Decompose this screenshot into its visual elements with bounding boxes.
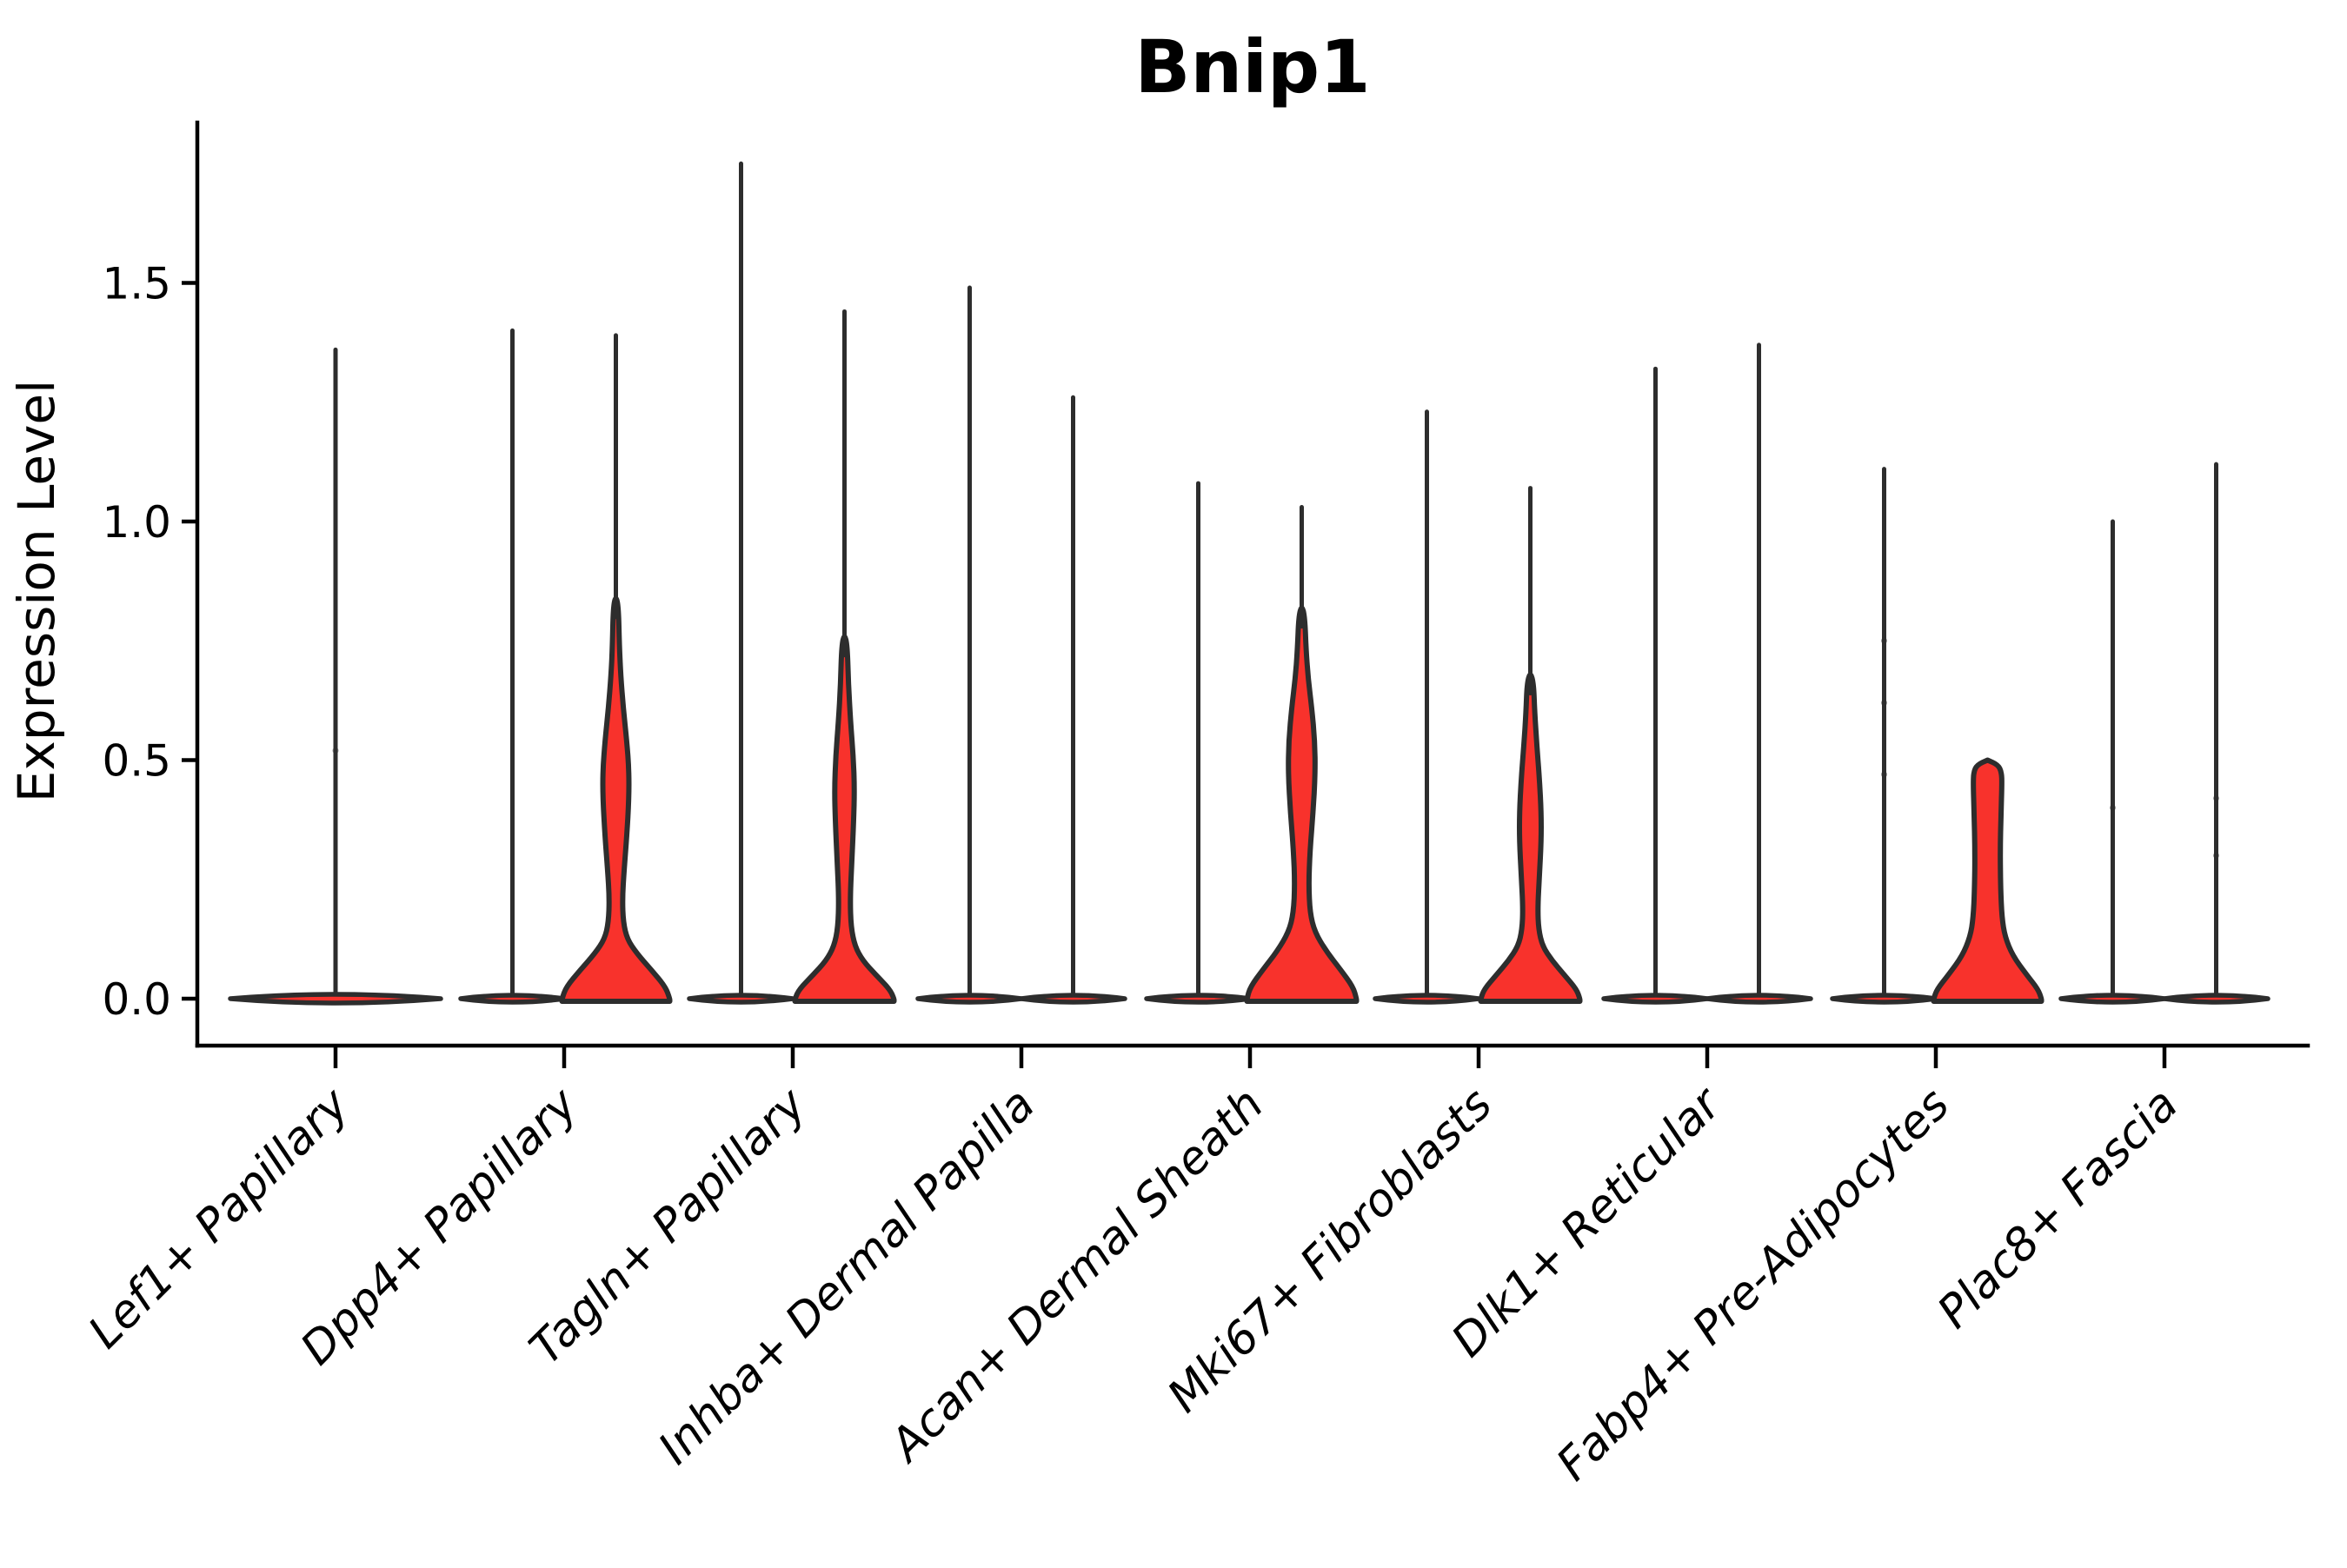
violin-body	[228, 992, 443, 1006]
violin	[1830, 467, 1938, 1005]
violin-body	[1019, 993, 1127, 1005]
violin	[915, 285, 1024, 1005]
axes-spines	[195, 120, 2310, 1048]
violin	[2162, 462, 2271, 1005]
violin	[1144, 481, 1253, 1005]
violins-group	[228, 161, 2271, 1006]
expression-point	[1881, 700, 1887, 707]
violin-body	[1931, 757, 2044, 1004]
x-tick-label: Fabp4+ Pre-Adipocytes	[1547, 1079, 1960, 1492]
expression-point	[2213, 852, 2219, 859]
expression-point	[2213, 794, 2219, 801]
expression-point	[1881, 637, 1887, 644]
y-axis-ticks	[182, 281, 197, 1001]
x-tick-label: Acan+ Dermal Sheath	[879, 1079, 1273, 1473]
expression-point	[1881, 771, 1887, 778]
y-axis-tick-labels: 0.0 0.5 1.0 1.5	[102, 259, 171, 1026]
violin	[687, 161, 795, 1005]
expression-point	[2110, 804, 2116, 811]
plot-title: Bnip1	[1134, 24, 1370, 110]
y-tick-label: 0.0	[102, 974, 171, 1025]
violin	[1931, 757, 2044, 1004]
violin-body	[792, 634, 897, 1004]
violin	[559, 333, 673, 1004]
violin	[2058, 519, 2167, 1005]
violin	[1705, 342, 1813, 1005]
violin	[792, 309, 897, 1004]
x-tick-label: Inhba+ Dermal Papilla	[648, 1079, 1045, 1475]
expression-point	[332, 747, 339, 754]
violin	[1244, 505, 1360, 1004]
violin	[458, 328, 567, 1005]
violin	[1019, 395, 1127, 1005]
y-tick-label: 1.0	[102, 497, 171, 548]
y-tick-label: 0.5	[102, 736, 171, 787]
violin-body	[1478, 672, 1583, 1004]
x-tick-label: Plac8+ Fascia	[1928, 1079, 2188, 1339]
violin-body	[1705, 993, 1813, 1005]
y-tick-label: 1.5	[102, 259, 171, 309]
violin	[1601, 366, 1710, 1005]
violin-body	[1244, 605, 1360, 1004]
x-axis-ticks	[333, 1046, 2167, 1068]
violin	[1478, 486, 1583, 1004]
y-axis-label: Expression Level	[7, 380, 66, 802]
violin	[228, 347, 443, 1006]
violin-body	[559, 595, 673, 1004]
violin-body	[2162, 993, 2271, 1005]
violin	[1373, 409, 1481, 1005]
